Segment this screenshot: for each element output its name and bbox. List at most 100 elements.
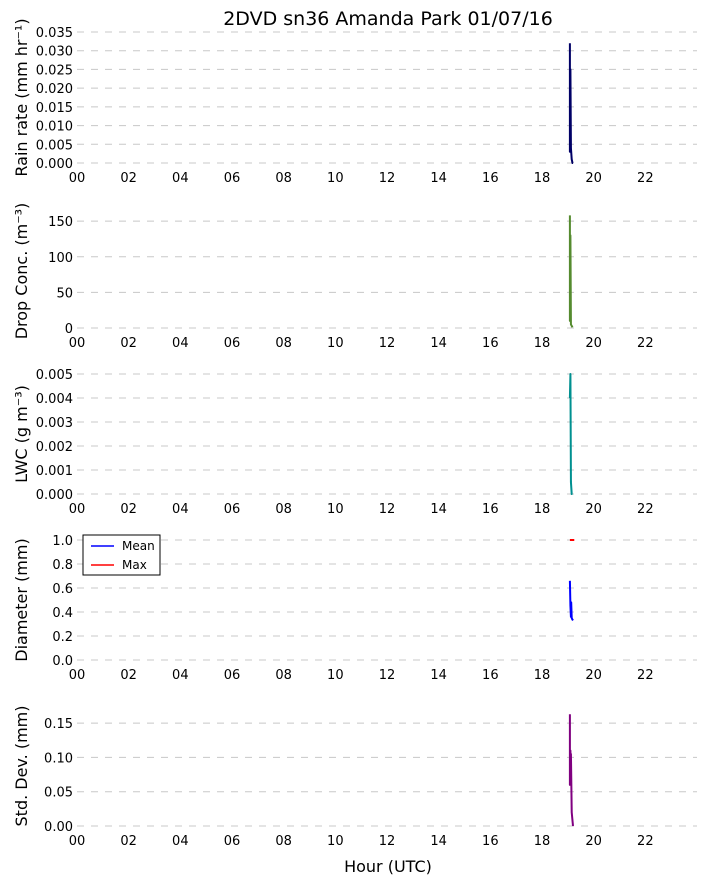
x-tick-label: 08 [275, 668, 292, 683]
y-tick-label: 0.10 [44, 751, 73, 766]
y-tick-label: 0.030 [36, 45, 73, 60]
y-tick-label: 0.010 [36, 120, 73, 135]
x-tick-label: 08 [275, 502, 292, 517]
x-tick-label: 18 [534, 171, 551, 186]
x-axis-label: Hour (UTC) [344, 857, 432, 876]
y-axis-label: LWC (g m⁻³) [12, 385, 31, 483]
y-tick-label: 0.2 [52, 630, 73, 645]
y-tick-label: 0.4 [52, 606, 73, 621]
x-tick-label: 06 [224, 668, 241, 683]
series-line [568, 714, 574, 827]
x-tick-label: 02 [120, 171, 137, 186]
x-tick-label: 02 [120, 502, 137, 517]
x-tick-label: 10 [327, 171, 344, 186]
y-tick-label: 0.002 [36, 440, 73, 455]
y-tick-label: 0.0 [52, 654, 73, 669]
x-tick-label: 18 [534, 502, 551, 517]
y-tick-label: 150 [48, 215, 73, 230]
x-tick-label: 04 [172, 336, 189, 351]
y-tick-label: 0.035 [36, 26, 73, 41]
x-tick-label: 02 [120, 668, 137, 683]
series-line [568, 43, 574, 164]
x-tick-label: 20 [585, 502, 602, 517]
y-axis-label: Rain rate (mm hr⁻¹) [12, 18, 31, 176]
x-tick-label: 02 [120, 834, 137, 849]
x-tick-label: 06 [224, 502, 241, 517]
y-tick-label: 0.00 [44, 820, 73, 835]
x-tick-label: 10 [327, 502, 344, 517]
y-tick-label: 0.000 [36, 488, 73, 503]
panel-1: 0.000 0.005 0.010 0.015 0.020 0.025 0.030 0.035… [12, 18, 697, 186]
y-tick-label: 0.003 [36, 416, 73, 431]
x-tick-label: 06 [224, 834, 241, 849]
x-tick-label: 22 [637, 668, 654, 683]
x-tick-label: 12 [379, 668, 396, 683]
y-tick-label: 0.015 [36, 101, 73, 116]
legend-label: Mean [122, 539, 155, 553]
x-tick-label: 04 [172, 834, 189, 849]
x-tick-label: 20 [585, 171, 602, 186]
x-tick-label: 08 [275, 834, 292, 849]
x-tick-label: 00 [69, 336, 86, 351]
x-tick-label: 18 [534, 834, 551, 849]
x-tick-label: 00 [69, 502, 86, 517]
y-tick-label: 0.005 [36, 138, 73, 153]
x-tick-label: 00 [69, 668, 86, 683]
series-line [568, 215, 574, 328]
y-tick-label: 0.15 [44, 717, 73, 732]
x-tick-label: 22 [637, 834, 654, 849]
x-tick-label: 20 [585, 668, 602, 683]
x-tick-label: 14 [430, 834, 447, 849]
y-tick-label: 0.004 [36, 392, 73, 407]
x-tick-label: 14 [430, 502, 447, 517]
x-tick-label: 16 [482, 171, 499, 186]
y-tick-label: 0.025 [36, 63, 73, 78]
x-tick-label: 10 [327, 668, 344, 683]
y-tick-label: 0.000 [36, 157, 73, 172]
legend-label: Max [122, 558, 147, 572]
x-tick-label: 12 [379, 502, 396, 517]
x-tick-label: 10 [327, 834, 344, 849]
y-tick-label: 0.005 [36, 368, 73, 383]
y-tick-label: 0.020 [36, 82, 73, 97]
x-tick-label: 08 [275, 336, 292, 351]
x-tick-label: 16 [482, 668, 499, 683]
panel-3: 0.000 0.001 0.002 0.003 0.004 0.005 00 02 04 06 08… [12, 368, 697, 517]
x-tick-label: 00 [69, 171, 86, 186]
x-tick-label: 12 [379, 336, 396, 351]
x-tick-label: 16 [482, 336, 499, 351]
y-tick-label: 0.6 [52, 582, 73, 597]
x-tick-label: 20 [585, 834, 602, 849]
series-line-mean [568, 580, 574, 621]
x-tick-label: 12 [379, 171, 396, 186]
y-tick-label: 0 [65, 322, 73, 337]
x-tick-label: 14 [430, 171, 447, 186]
x-tick-label: 08 [275, 171, 292, 186]
x-tick-label: 04 [172, 668, 189, 683]
y-tick-label: 1.0 [52, 534, 73, 549]
x-tick-label: 12 [379, 834, 396, 849]
y-tick-label: 0.8 [52, 558, 73, 573]
legend: Mean Max [82, 534, 161, 576]
y-tick-label: 50 [56, 286, 73, 301]
panel-5: 0.00 0.05 0.10 0.15 00 02 04 06 08 10 12 14 16 18 20 22… [12, 706, 697, 849]
panel-2: 0 50 100 150 00 02 04 06 08 10 12 14 16 18 20 22 Drop Co… [12, 203, 697, 351]
x-tick-label: 00 [69, 834, 86, 849]
x-tick-label: 16 [482, 502, 499, 517]
y-axis-label: Drop Conc. (m⁻³) [12, 203, 31, 340]
x-tick-label: 04 [172, 171, 189, 186]
x-tick-label: 02 [120, 336, 137, 351]
x-tick-label: 18 [534, 668, 551, 683]
panel-4: 0.0 0.2 0.4 0.6 0.8 1.0 00 02 04 06 08 10 12 14 16 18 20… [12, 534, 697, 683]
x-tick-label: 22 [637, 502, 654, 517]
x-tick-label: 16 [482, 834, 499, 849]
y-tick-label: 0.05 [44, 786, 73, 801]
y-tick-label: 100 [48, 251, 73, 266]
x-tick-label: 14 [430, 336, 447, 351]
x-tick-label: 22 [637, 336, 654, 351]
x-tick-label: 22 [637, 171, 654, 186]
x-tick-label: 20 [585, 336, 602, 351]
x-tick-label: 06 [224, 171, 241, 186]
x-tick-label: 18 [534, 336, 551, 351]
